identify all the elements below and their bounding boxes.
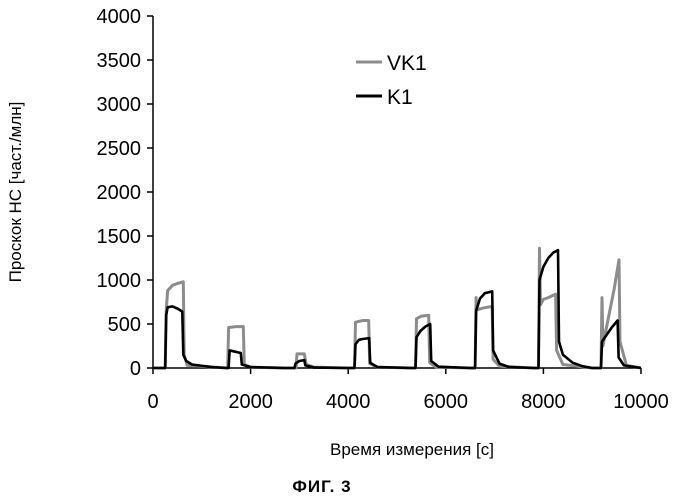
y-tick-label: 1500 (97, 226, 142, 248)
figure-caption: ФИГ. 3 (292, 477, 351, 496)
legend-label-k1: K1 (387, 86, 413, 109)
y-tick-label: 2500 (97, 138, 142, 160)
series-layer (153, 248, 641, 368)
y-axis-ticks: 0 500 1000 1500 2000 2500 3000 3500 4000 (97, 6, 154, 380)
legend: VK1 K1 (356, 52, 427, 109)
x-tick-label: 6000 (424, 391, 469, 413)
y-tick-label: 3000 (97, 94, 142, 116)
x-axis-ticks: 0 2000 4000 6000 8000 10000 (147, 368, 668, 413)
x-tick-label: 10000 (613, 391, 669, 413)
legend-label-vk1: VK1 (387, 52, 427, 75)
y-tick-label: 3500 (97, 50, 142, 72)
x-tick-label: 0 (147, 391, 158, 413)
x-tick-label: 4000 (326, 391, 371, 413)
series-line-vk1 (153, 248, 641, 368)
x-tick-label: 2000 (228, 391, 273, 413)
x-axis-label: Время измерения [с] (330, 440, 494, 459)
y-tick-label: 4000 (97, 6, 142, 28)
y-tick-label: 2000 (97, 182, 142, 204)
x-tick-label: 8000 (521, 391, 566, 413)
y-axis-label: Проскок НС [част./млн] (6, 102, 25, 283)
series-line-k1 (153, 250, 641, 368)
y-tick-label: 0 (130, 358, 141, 380)
y-tick-label: 500 (108, 314, 141, 336)
y-tick-label: 1000 (97, 270, 142, 292)
